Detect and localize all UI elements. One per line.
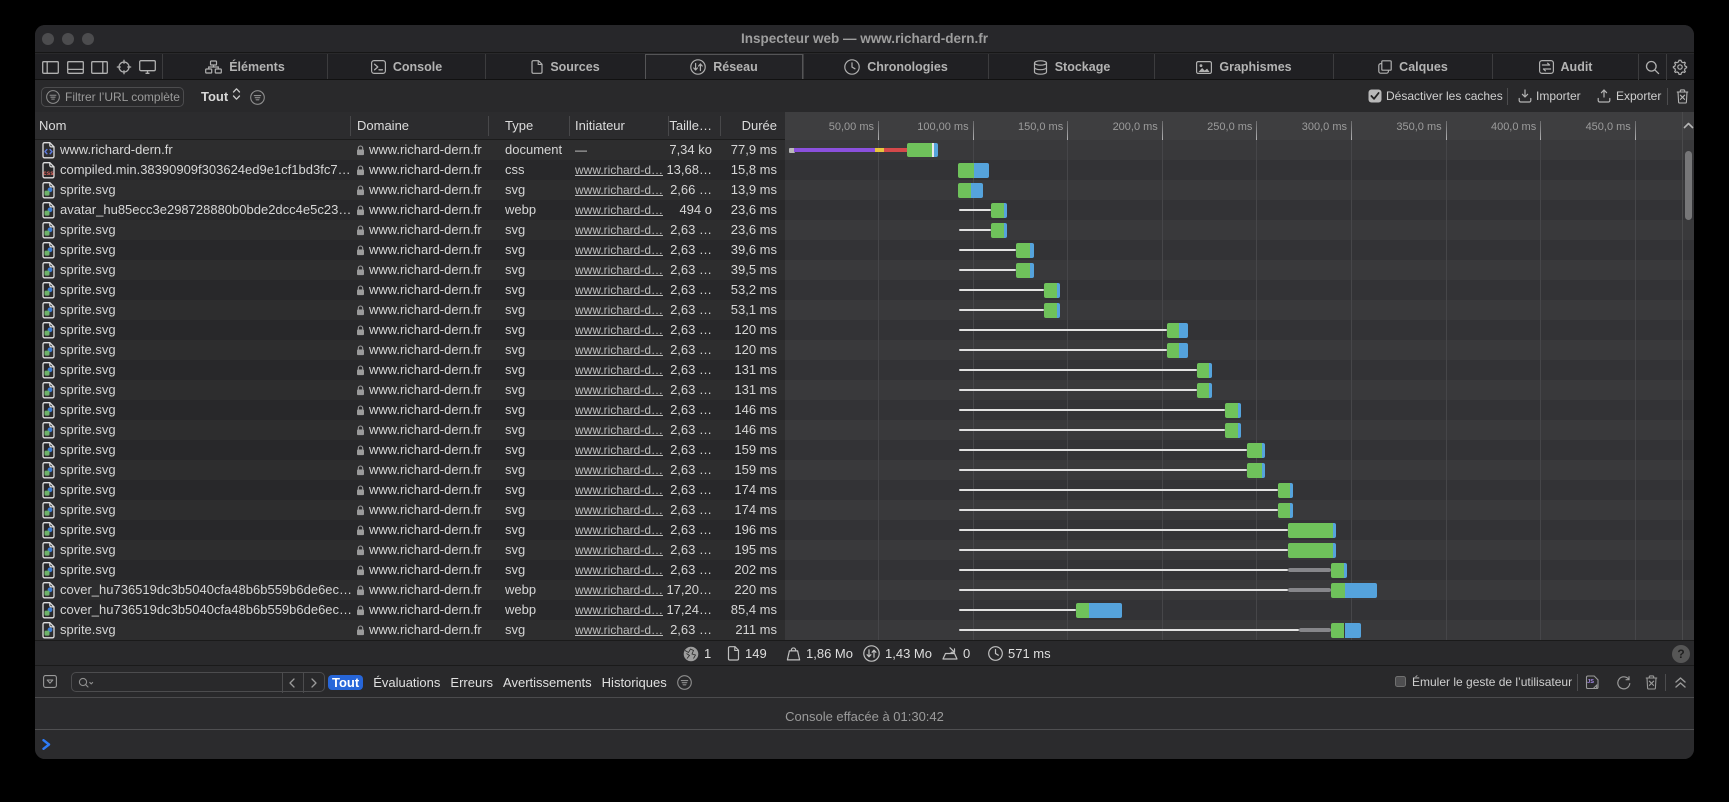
svg-text:css: css bbox=[43, 170, 54, 177]
svg-text:JS: JS bbox=[1587, 679, 1594, 685]
